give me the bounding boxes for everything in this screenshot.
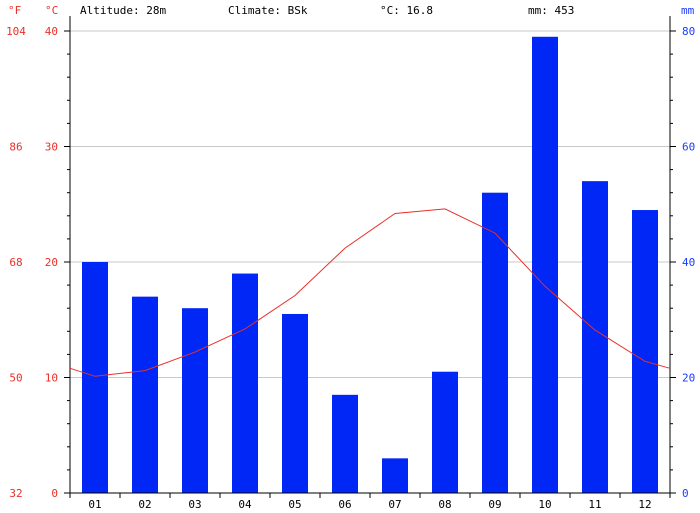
precip-bar-08 [432, 371, 458, 493]
month-tick-label: 09 [488, 498, 501, 511]
mm-tick-label: 0 [682, 487, 689, 500]
precip-bar-02 [132, 296, 158, 493]
precip-bar-07 [382, 458, 408, 493]
month-tick-label: 03 [188, 498, 201, 511]
month-tick-label: 07 [388, 498, 401, 511]
month-tick-label: 04 [238, 498, 252, 511]
precipitation-bars [82, 36, 658, 494]
temperature-label: °C: 16.8 [380, 4, 433, 17]
celsius-tick-label: 20 [45, 256, 58, 269]
month-tick-label: 06 [338, 498, 351, 511]
celsius-tick-label: 10 [45, 372, 58, 385]
precip-bar-11 [582, 181, 608, 493]
month-tick-label: 02 [138, 498, 151, 511]
temperature-line-group [69, 208, 671, 377]
mm-tick-label: 20 [682, 372, 695, 385]
celsius-tick-label: 40 [45, 25, 58, 38]
fahrenheit-tick-label: 68 [9, 256, 22, 269]
celsius-tick-label: 30 [45, 141, 58, 154]
mm-tick-label: 40 [682, 256, 695, 269]
fahrenheit-tick-label: 104 [6, 25, 26, 38]
precip-bar-01 [82, 262, 108, 493]
precip-bar-03 [182, 308, 208, 493]
month-tick-label: 12 [638, 498, 651, 511]
fahrenheit-unit-label: °F [8, 4, 21, 17]
fahrenheit-tick-label: 50 [9, 372, 22, 385]
precip-bar-06 [332, 394, 358, 493]
climate-label: Climate: BSk [228, 4, 308, 17]
celsius-tick-label: 0 [51, 487, 58, 500]
fahrenheit-tick-label: 86 [9, 141, 22, 154]
temperature-line [69, 208, 671, 377]
mm-tick-label: 60 [682, 141, 695, 154]
gridlines [70, 30, 670, 378]
month-tick-label: 10 [538, 498, 551, 511]
precip-bar-10 [532, 36, 558, 494]
month-tick-label: 11 [588, 498, 601, 511]
precip-bar-09 [482, 192, 508, 493]
fahrenheit-tick-label: 32 [9, 487, 22, 500]
mm-tick-label: 80 [682, 25, 695, 38]
precipitation-label: mm: 453 [528, 4, 574, 17]
month-tick-label: 01 [88, 498, 101, 511]
precip-bar-05 [282, 313, 308, 493]
tick-labels: 0 32 10 50 20 68 30 86 40 104 0 20 40 60 80 01 02 03 04 05 0… [6, 25, 695, 511]
mm-unit-label: mm [681, 4, 695, 17]
celsius-unit-label: °C [45, 4, 58, 17]
precip-bar-12 [632, 210, 658, 493]
precip-bar-04 [232, 273, 258, 493]
month-tick-label: 05 [288, 498, 301, 511]
altitude-label: Altitude: 28m [80, 4, 166, 17]
axes [64, 16, 676, 498]
month-tick-label: 08 [438, 498, 451, 511]
